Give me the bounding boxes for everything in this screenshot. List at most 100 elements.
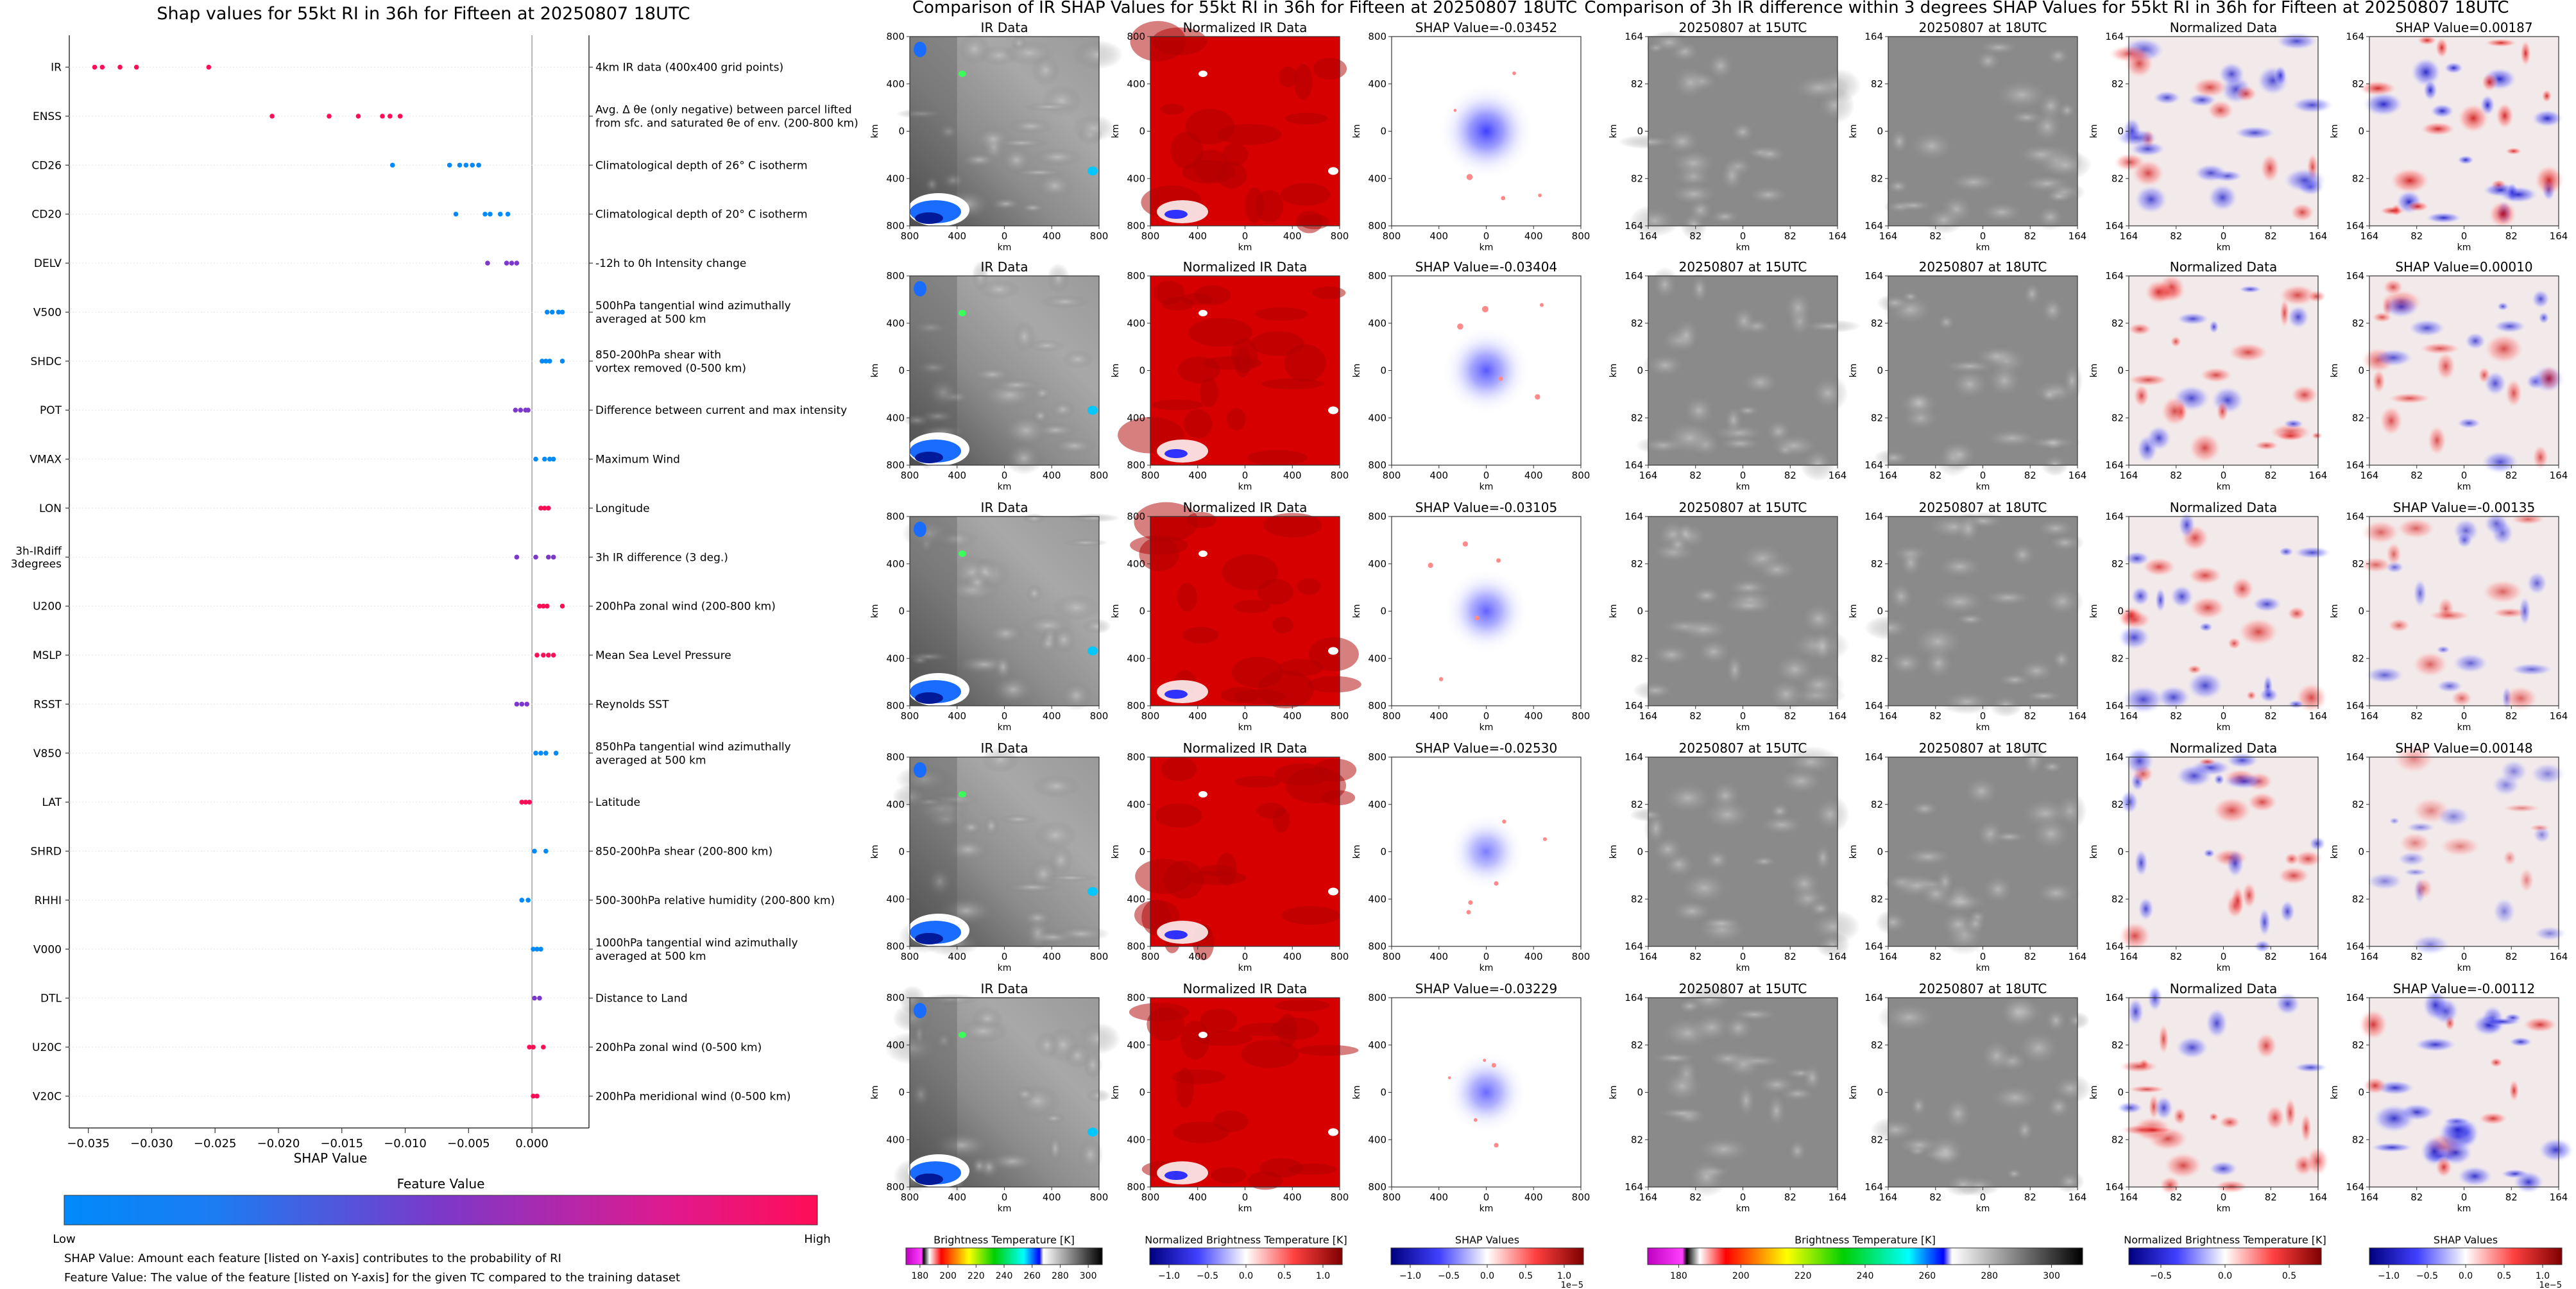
y-tick-label: 800 bbox=[1368, 700, 1386, 712]
anomaly-blob bbox=[2177, 511, 2196, 540]
anomaly-blob bbox=[2504, 377, 2523, 409]
panel-title: SHAP Value=-0.03105 bbox=[1415, 500, 1557, 515]
anomaly-blob bbox=[2174, 1035, 2210, 1060]
anomaly-blob bbox=[2172, 1106, 2188, 1126]
texture bbox=[1216, 853, 1237, 886]
cold-cloud-tops bbox=[915, 212, 943, 224]
cloud-texture bbox=[1675, 869, 1734, 907]
cold-cloud-tops bbox=[915, 933, 943, 944]
anomaly-blob bbox=[2498, 758, 2529, 784]
y-tick-label: 82 bbox=[1631, 78, 1643, 90]
cloud-texture bbox=[2038, 385, 2061, 404]
y-tick-label: 164 bbox=[1864, 1181, 1883, 1193]
anomaly-blob bbox=[2251, 595, 2283, 613]
warm-anomaly bbox=[1164, 1171, 1188, 1180]
y-axis-unit: km bbox=[1608, 604, 1619, 619]
cloud-texture bbox=[971, 366, 1014, 382]
anomaly-blob bbox=[2222, 773, 2267, 790]
y-tick-label: 82 bbox=[1871, 173, 1883, 184]
texture bbox=[1279, 66, 1297, 88]
x-tick-label: 400 bbox=[1429, 951, 1448, 962]
shap-point bbox=[476, 162, 481, 168]
cloud-texture bbox=[1003, 40, 1055, 65]
shap-point bbox=[355, 114, 361, 119]
shap-point bbox=[92, 64, 98, 70]
y-tick-label: 0 bbox=[2358, 126, 2364, 137]
y-tick-label: 0 bbox=[1637, 606, 1643, 617]
shap-speckle bbox=[1447, 1076, 1451, 1080]
cloud-texture bbox=[1076, 1022, 1121, 1055]
feature-description: vortex removed (0-500 km) bbox=[595, 362, 746, 375]
shap-speckle bbox=[1512, 71, 1516, 76]
cloud-texture bbox=[1005, 441, 1043, 475]
y-tick-label: 164 bbox=[1625, 511, 1643, 522]
x-tick-label: 0 bbox=[2221, 230, 2227, 242]
anomaly-blob bbox=[2290, 96, 2335, 114]
texture bbox=[1200, 1009, 1238, 1033]
anomaly-blob bbox=[2525, 570, 2548, 596]
y-tick-label: 164 bbox=[2346, 700, 2364, 712]
x-tick-label: 0 bbox=[1980, 951, 1986, 962]
x-tick-label: 82 bbox=[2505, 230, 2518, 242]
x-tick-label: 400 bbox=[1524, 710, 1543, 722]
x-tick-label: 800 bbox=[1331, 951, 1349, 962]
x-tick-label: 800 bbox=[1572, 951, 1591, 962]
colorbar-tick-label: 0.0 bbox=[1480, 1271, 1494, 1281]
y-tick-label: 400 bbox=[1127, 799, 1145, 810]
cloud-texture bbox=[1952, 611, 1989, 627]
y-tick-label: 400 bbox=[886, 78, 905, 90]
anomaly-blob bbox=[2147, 984, 2163, 1012]
x-tick-label: 800 bbox=[1331, 470, 1349, 481]
cloud-texture bbox=[2040, 585, 2084, 619]
anomaly-blob bbox=[2521, 1016, 2559, 1034]
warm-anomaly bbox=[1328, 647, 1338, 655]
anomaly-blob bbox=[2208, 1160, 2239, 1177]
cloud-texture bbox=[934, 1030, 953, 1051]
cloud-texture bbox=[910, 655, 930, 665]
cloud-texture bbox=[926, 377, 960, 407]
x-tick-label: 82 bbox=[1929, 1191, 1941, 1203]
x-tick-label: 82 bbox=[1689, 470, 1702, 481]
cloud-texture bbox=[986, 622, 1026, 645]
anomaly-blob bbox=[2477, 1111, 2509, 1125]
colorbar-label: Brightness Temperature [K] bbox=[934, 1234, 1075, 1246]
y-tick-label: 0 bbox=[2358, 606, 2364, 617]
x-tick-label: 82 bbox=[2505, 951, 2518, 962]
anomaly-blob bbox=[2186, 670, 2225, 701]
y-tick-label: 0 bbox=[1637, 365, 1643, 377]
feature-description: Longitude bbox=[595, 502, 650, 515]
warm-anomaly bbox=[1328, 887, 1338, 896]
anomaly-blob bbox=[2509, 662, 2555, 676]
x-axis-unit: km bbox=[2217, 243, 2231, 253]
panel-title: IR Data bbox=[981, 20, 1028, 35]
x-axis-unit: km bbox=[998, 963, 1012, 973]
anomaly-blob bbox=[2122, 116, 2142, 145]
y-tick-label: 400 bbox=[1368, 893, 1386, 905]
cloud-texture bbox=[2034, 203, 2067, 231]
cloud-texture bbox=[2006, 109, 2047, 126]
anomaly-blob bbox=[2133, 848, 2149, 878]
x-tick-label: 82 bbox=[1689, 951, 1702, 962]
y-tick-label: 164 bbox=[2346, 511, 2364, 522]
texture bbox=[1257, 670, 1314, 709]
anomaly-blob bbox=[2246, 690, 2257, 701]
shap-point bbox=[534, 946, 540, 952]
cloud-texture bbox=[1648, 642, 1695, 668]
anomaly-blob bbox=[2508, 1036, 2534, 1047]
colorbar-tick-label: −0.5 bbox=[2416, 1271, 2438, 1281]
cloud-texture bbox=[2043, 188, 2076, 205]
anomaly-blob bbox=[2391, 742, 2437, 775]
feature-description: averaged at 500 km bbox=[595, 313, 706, 326]
panel-title: SHAP Value=-0.03452 bbox=[1415, 20, 1557, 35]
texture bbox=[1257, 579, 1293, 605]
x-axis-unit: km bbox=[1736, 963, 1750, 973]
anomaly-blob bbox=[2382, 295, 2421, 319]
cloud-texture bbox=[1014, 1086, 1036, 1102]
y-tick-label: 164 bbox=[2105, 511, 2124, 522]
cloud-texture bbox=[1693, 636, 1734, 667]
shap-point bbox=[527, 1045, 532, 1050]
y-axis-unit: km bbox=[1352, 604, 1362, 619]
cloud-texture bbox=[987, 1151, 1037, 1172]
cloud-texture bbox=[1032, 386, 1052, 400]
shap-point bbox=[514, 701, 520, 707]
